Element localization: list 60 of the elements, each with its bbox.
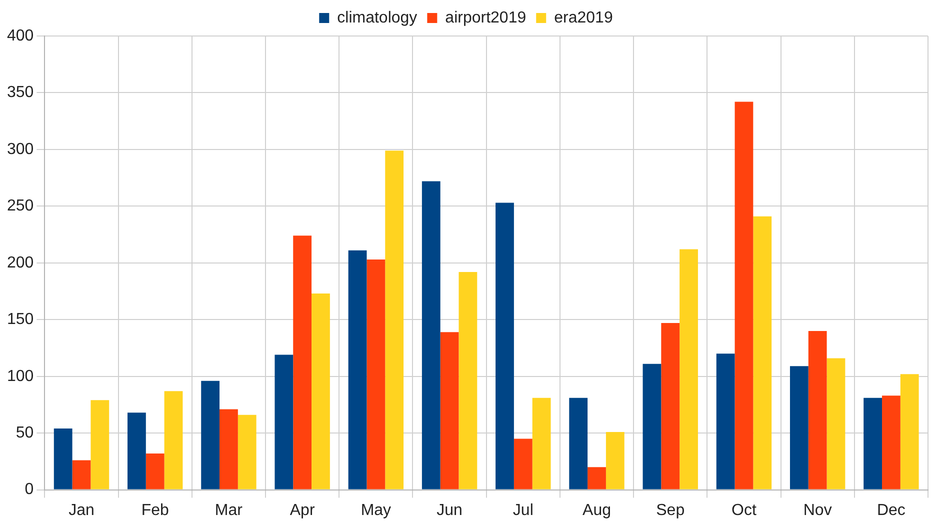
bar — [90, 400, 110, 490]
y-tick-label: 200 — [6, 254, 34, 272]
legend-label: era2019 — [554, 9, 613, 26]
bar — [734, 102, 754, 490]
bar — [808, 330, 827, 490]
bar — [900, 374, 919, 490]
bar — [661, 323, 680, 490]
bar — [385, 150, 404, 490]
x-tick-label: Jan — [68, 502, 94, 519]
bar — [128, 412, 146, 490]
bar — [514, 438, 532, 490]
bar — [642, 364, 662, 490]
x-tick-label: Feb — [141, 502, 169, 519]
bar — [458, 272, 478, 490]
bar — [146, 453, 164, 490]
y-tick-label: 0 — [24, 481, 34, 498]
y-tick-label: 350 — [6, 84, 34, 102]
x-tick-label: Jun — [436, 502, 462, 519]
y-tick-label: 50 — [16, 424, 34, 442]
bar — [532, 398, 551, 490]
y-tick-label: 150 — [6, 311, 34, 328]
bar — [569, 398, 588, 490]
bar — [826, 358, 846, 490]
bar — [422, 181, 440, 490]
bar — [716, 354, 735, 490]
bar — [440, 332, 459, 490]
x-tick-label: Jul — [512, 502, 534, 519]
bar — [790, 366, 808, 490]
bar — [312, 294, 330, 490]
legend-label: airport2019 — [445, 9, 526, 26]
x-tick-label: Nov — [803, 502, 832, 519]
bar — [72, 460, 91, 490]
bar — [54, 428, 72, 490]
bar — [238, 414, 256, 490]
bar — [220, 409, 238, 490]
y-tick-label: 400 — [6, 27, 34, 44]
x-tick-label: Aug — [582, 502, 611, 519]
legend-label: climatology — [337, 9, 418, 26]
bar — [606, 432, 624, 490]
bar — [201, 380, 220, 490]
x-tick-label: Mar — [214, 502, 244, 519]
bar — [348, 250, 367, 490]
x-tick-label: Dec — [876, 502, 906, 519]
bar — [588, 467, 606, 490]
y-tick-label: 100 — [6, 368, 34, 385]
bar — [680, 249, 698, 490]
bar — [164, 391, 183, 490]
x-tick-label: May — [360, 502, 392, 519]
x-tick-label: Sep — [656, 502, 685, 519]
bar — [366, 259, 386, 490]
bar — [293, 236, 312, 490]
y-tick-label: 250 — [6, 198, 34, 215]
bar — [274, 354, 294, 490]
bar — [753, 216, 772, 490]
x-tick-label: Oct — [732, 502, 757, 519]
bar — [864, 398, 882, 490]
x-tick-label: Apr — [290, 502, 316, 519]
y-tick-label: 300 — [6, 140, 34, 158]
bar — [496, 202, 514, 490]
bar — [882, 396, 900, 490]
